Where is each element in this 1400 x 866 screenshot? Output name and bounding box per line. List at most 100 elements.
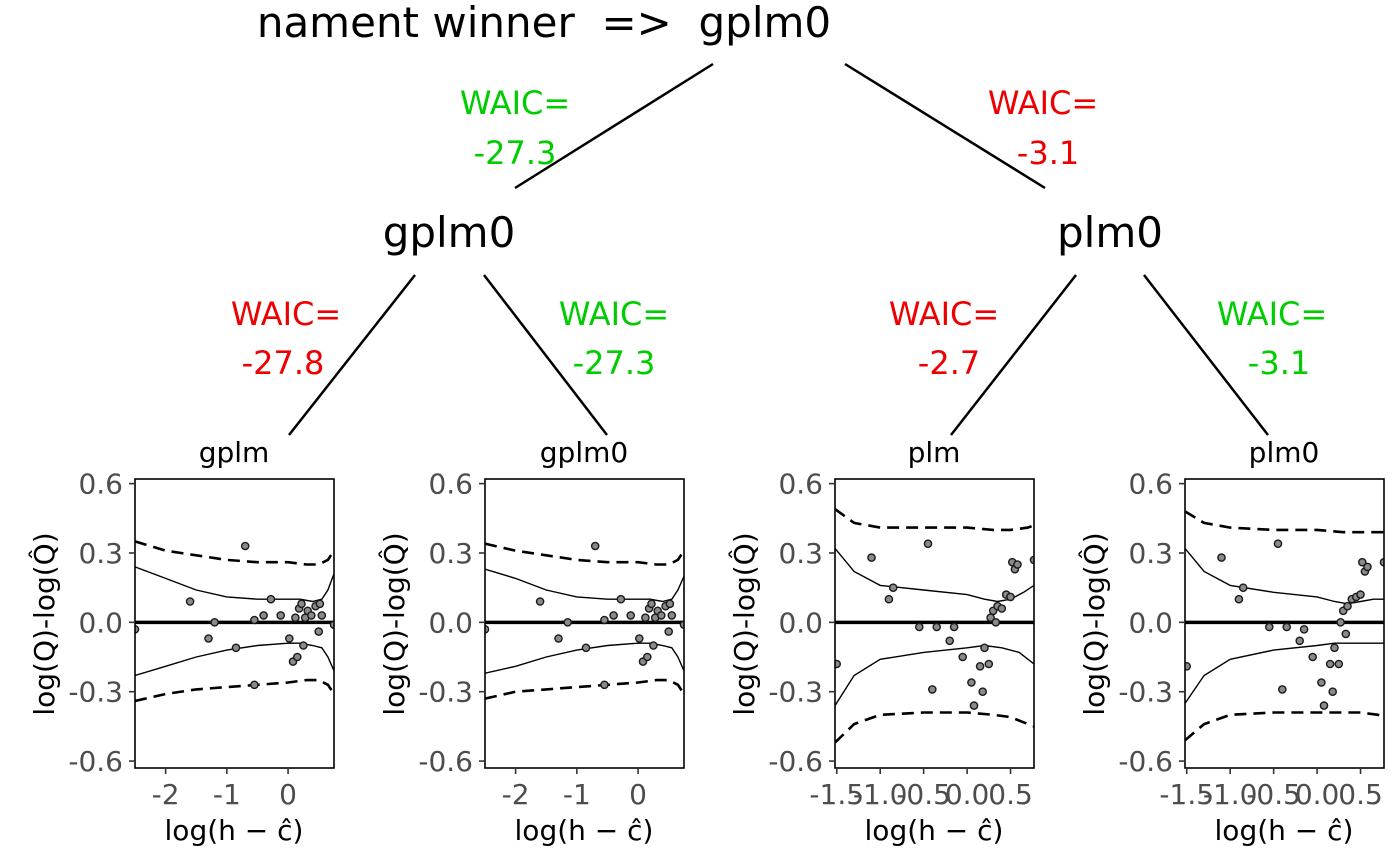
residual-point — [1029, 555, 1034, 565]
residual-point — [1217, 553, 1226, 562]
residual-point — [306, 611, 316, 620]
node-right-title: plm0 — [1057, 208, 1163, 257]
residual-point — [317, 611, 327, 620]
predictive-interval-line — [135, 540, 334, 566]
plot-panel-plm0: plm0 log(h − ĉ) log(Q)-log(Q̂) 0.6 0.3 0.0… — [1078, 436, 1385, 847]
panel-title: gplm — [199, 436, 270, 469]
residual-point — [958, 652, 968, 662]
residual-point — [1328, 687, 1337, 697]
residual-point — [967, 678, 976, 687]
residual-point — [581, 643, 591, 653]
plot-panel-gplm0: gplm0 log(h − ĉ) log(Q)-log(Q̂) 0.6 0.3 0.… — [378, 436, 685, 847]
predictive-interval-line — [485, 542, 684, 566]
residual-point — [616, 594, 626, 604]
predictive-interval-line — [835, 508, 1034, 532]
residual-point — [299, 641, 308, 650]
plot-area — [1185, 510, 1384, 742]
residual-point — [649, 641, 658, 650]
x-tick-label: -1.0 — [853, 778, 908, 811]
residual-point — [984, 659, 994, 669]
credible-interval-line — [485, 642, 684, 674]
residual-point — [884, 594, 894, 604]
plot-area — [135, 540, 334, 703]
connector-right-plm — [950, 274, 1077, 436]
y-tick-label: -0.6 — [418, 745, 473, 778]
connector-right-plm0 — [1143, 274, 1269, 436]
y-tick-label: 0.3 — [778, 537, 823, 570]
y-tick-label: 0.6 — [1128, 468, 1173, 501]
tree-connectors — [288, 62, 1269, 436]
residual-point — [276, 611, 286, 620]
plot-panel-gplm: gplm log(h − ĉ) log(Q)-log(Q̂) 0.6 0.3 0.0… — [28, 436, 335, 847]
y-axis-title: log(Q)-log(Q̂) — [1078, 532, 1111, 715]
credible-interval-line — [1185, 547, 1384, 605]
y-tick-label: 0.0 — [778, 606, 823, 639]
residual-point — [185, 597, 195, 606]
residual-point — [867, 553, 876, 562]
x-tick-label: 0.0 — [945, 778, 990, 811]
y-tick-label: -0.3 — [68, 676, 123, 709]
x-axis-title: log(h − ĉ) — [1215, 814, 1354, 847]
connector-root-left — [514, 62, 714, 190]
panel-frame — [1184, 478, 1385, 769]
x-tick-label: -1 — [213, 778, 241, 811]
residual-point — [1358, 557, 1367, 567]
residual-point — [292, 652, 302, 662]
waic-value: -3.1 — [1017, 134, 1079, 172]
connector-root-right — [844, 62, 1046, 190]
x-tick-label: -2 — [502, 778, 530, 811]
residual-point — [667, 611, 677, 620]
residual-point — [945, 636, 955, 646]
panel-title: gplm0 — [540, 436, 628, 469]
connector-left-gplm0 — [483, 274, 608, 436]
x-tick-label: -1.5 — [1159, 778, 1214, 811]
y-tick-label: -0.3 — [1118, 676, 1173, 709]
x-tick-label: -1.5 — [809, 778, 864, 811]
waic-top-left: WAIC= -27.3 — [460, 84, 570, 172]
credible-interval-line — [135, 642, 334, 677]
residual-point — [1265, 622, 1274, 632]
x-tick-label: -1.0 — [1203, 778, 1258, 811]
x-axis-title: log(h − ĉ) — [865, 814, 1004, 847]
panel-frame — [834, 478, 1035, 769]
residual-point — [590, 541, 600, 551]
waic-bottom-4: WAIC= -3.1 — [1217, 295, 1327, 382]
residual-point — [657, 611, 666, 620]
residual-point — [1334, 659, 1344, 669]
residual-point — [1185, 662, 1191, 671]
predictive-interval-line — [135, 678, 334, 703]
residual-point — [1295, 636, 1304, 646]
residual-point — [1299, 625, 1309, 634]
residual-point — [291, 613, 300, 623]
y-tick-label: 0.6 — [778, 468, 823, 501]
waic-bottom-1: WAIC= -27.8 — [231, 295, 341, 382]
waic-value: -2.7 — [918, 344, 980, 382]
x-axis-title: log(h − ĉ) — [165, 814, 304, 847]
residual-point — [135, 625, 140, 634]
x-tick-label: 0 — [629, 778, 647, 811]
residual-point — [991, 618, 1001, 627]
residual-point — [250, 680, 259, 690]
waic-value: -27.3 — [573, 344, 656, 382]
residual-point — [978, 687, 988, 697]
residual-point — [1356, 590, 1365, 599]
residual-point — [240, 541, 250, 551]
predictive-interval-line — [1185, 510, 1384, 534]
residual-point — [1308, 652, 1317, 662]
y-tick-label: 0.0 — [1128, 606, 1173, 639]
waic-label: WAIC= — [559, 295, 669, 333]
residual-point — [915, 622, 924, 632]
residual-point — [969, 701, 979, 710]
residual-point — [923, 539, 933, 549]
residual-point — [997, 604, 1007, 613]
residual-point — [1278, 685, 1287, 694]
waic-label: WAIC= — [460, 84, 570, 122]
y-tick-label: -0.3 — [418, 676, 473, 709]
residual-point — [1006, 592, 1015, 602]
residual-point — [535, 597, 545, 606]
x-tick-label: -0.5 — [896, 778, 951, 811]
residual-point — [600, 680, 609, 690]
residual-point — [1343, 601, 1352, 611]
panel-title: plm — [908, 436, 961, 469]
waic-bottom-2: WAIC= -27.3 — [559, 295, 669, 382]
